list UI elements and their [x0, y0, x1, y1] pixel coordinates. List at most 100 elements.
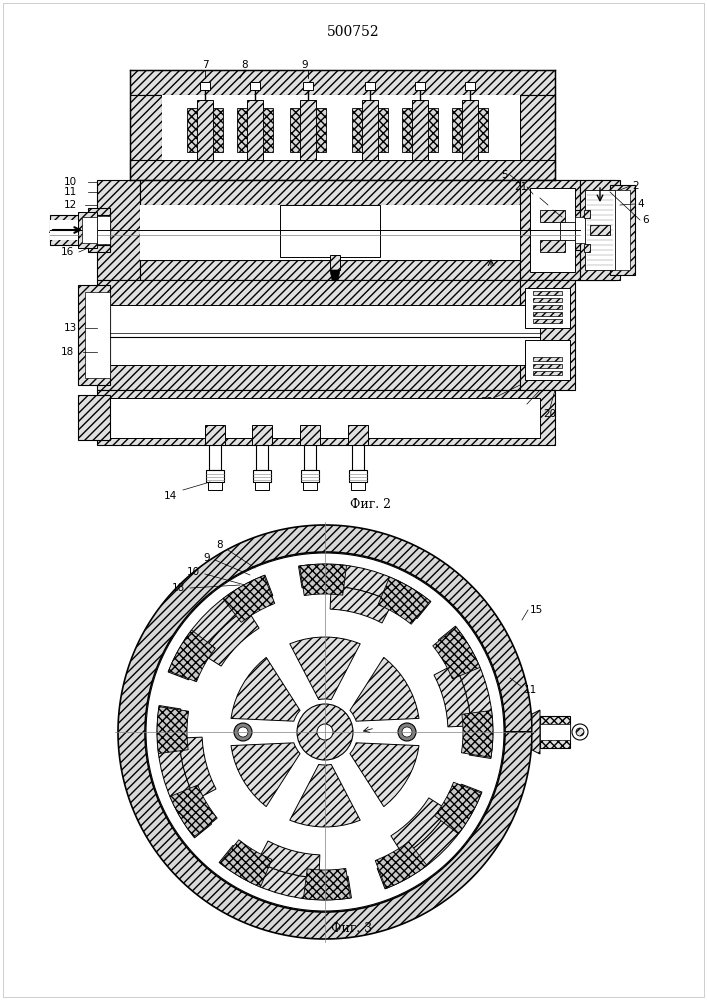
- Polygon shape: [378, 108, 388, 152]
- Circle shape: [118, 525, 532, 939]
- Text: B: B: [604, 195, 612, 205]
- Polygon shape: [130, 70, 555, 95]
- Polygon shape: [580, 180, 620, 280]
- Polygon shape: [349, 470, 367, 482]
- Polygon shape: [560, 222, 575, 240]
- Text: 3: 3: [544, 205, 550, 215]
- Polygon shape: [250, 82, 260, 90]
- Text: 11: 11: [523, 685, 537, 695]
- Polygon shape: [350, 657, 419, 721]
- Circle shape: [317, 724, 333, 740]
- Text: Фиг. 3: Фиг. 3: [332, 922, 373, 934]
- Polygon shape: [378, 577, 430, 624]
- Circle shape: [297, 704, 353, 760]
- Circle shape: [234, 723, 252, 741]
- Text: 22: 22: [480, 397, 493, 407]
- Polygon shape: [301, 470, 319, 482]
- Polygon shape: [256, 445, 268, 470]
- Polygon shape: [205, 425, 225, 445]
- Polygon shape: [533, 305, 562, 309]
- Polygon shape: [585, 190, 615, 270]
- Polygon shape: [533, 319, 562, 323]
- Polygon shape: [247, 100, 263, 160]
- Text: B: B: [486, 251, 492, 261]
- Polygon shape: [219, 845, 351, 900]
- Polygon shape: [97, 390, 555, 445]
- Polygon shape: [255, 482, 269, 490]
- Polygon shape: [78, 212, 97, 248]
- Polygon shape: [435, 782, 481, 834]
- Circle shape: [398, 723, 416, 741]
- Polygon shape: [130, 95, 162, 180]
- Polygon shape: [590, 225, 610, 235]
- Text: 9: 9: [302, 60, 308, 70]
- Polygon shape: [465, 82, 475, 90]
- Circle shape: [576, 728, 584, 736]
- Polygon shape: [140, 180, 520, 205]
- Polygon shape: [231, 657, 300, 721]
- Polygon shape: [200, 82, 210, 90]
- Polygon shape: [365, 82, 375, 90]
- Polygon shape: [252, 425, 272, 445]
- Text: 15: 15: [530, 605, 543, 615]
- Polygon shape: [584, 210, 590, 218]
- Polygon shape: [330, 586, 392, 623]
- Polygon shape: [478, 108, 488, 152]
- Polygon shape: [300, 100, 316, 160]
- Text: Фиг. 2: Фиг. 2: [349, 498, 390, 512]
- Polygon shape: [157, 706, 211, 838]
- Polygon shape: [520, 180, 580, 280]
- Circle shape: [146, 553, 504, 911]
- Polygon shape: [97, 280, 555, 390]
- Text: 18: 18: [60, 347, 74, 357]
- Polygon shape: [525, 340, 570, 380]
- Polygon shape: [303, 868, 350, 900]
- Circle shape: [238, 727, 248, 737]
- Polygon shape: [575, 217, 610, 243]
- Text: 5: 5: [501, 170, 508, 180]
- Circle shape: [572, 724, 588, 740]
- Polygon shape: [162, 95, 520, 160]
- Polygon shape: [280, 205, 380, 257]
- Polygon shape: [300, 564, 346, 596]
- Polygon shape: [118, 525, 532, 939]
- Polygon shape: [533, 357, 562, 361]
- Polygon shape: [520, 180, 615, 280]
- Text: 12: 12: [64, 200, 76, 210]
- Polygon shape: [257, 841, 320, 878]
- Text: 16: 16: [60, 247, 74, 257]
- Text: A: A: [49, 225, 56, 235]
- Polygon shape: [298, 564, 431, 619]
- Text: 19: 19: [518, 405, 532, 415]
- Polygon shape: [78, 395, 110, 440]
- Text: 18: 18: [171, 583, 185, 593]
- Polygon shape: [209, 445, 221, 470]
- Polygon shape: [402, 108, 412, 152]
- Polygon shape: [290, 764, 361, 827]
- Polygon shape: [415, 82, 425, 90]
- Polygon shape: [223, 576, 275, 622]
- Text: 500752: 500752: [327, 25, 380, 39]
- Polygon shape: [530, 188, 575, 272]
- Polygon shape: [290, 108, 300, 152]
- Polygon shape: [50, 215, 110, 245]
- Polygon shape: [110, 305, 540, 365]
- Polygon shape: [110, 398, 540, 438]
- Polygon shape: [575, 210, 620, 250]
- Polygon shape: [533, 364, 562, 368]
- Polygon shape: [615, 190, 630, 270]
- Polygon shape: [330, 255, 340, 270]
- Text: 6: 6: [643, 215, 649, 225]
- Polygon shape: [253, 470, 271, 482]
- Polygon shape: [303, 482, 317, 490]
- Polygon shape: [290, 637, 361, 700]
- Polygon shape: [330, 270, 340, 280]
- Polygon shape: [352, 445, 364, 470]
- Text: 7: 7: [201, 60, 209, 70]
- Polygon shape: [187, 108, 197, 152]
- Polygon shape: [520, 95, 555, 180]
- Text: 2: 2: [633, 181, 639, 191]
- Polygon shape: [197, 100, 213, 160]
- Text: 14: 14: [163, 491, 177, 501]
- Polygon shape: [362, 100, 378, 160]
